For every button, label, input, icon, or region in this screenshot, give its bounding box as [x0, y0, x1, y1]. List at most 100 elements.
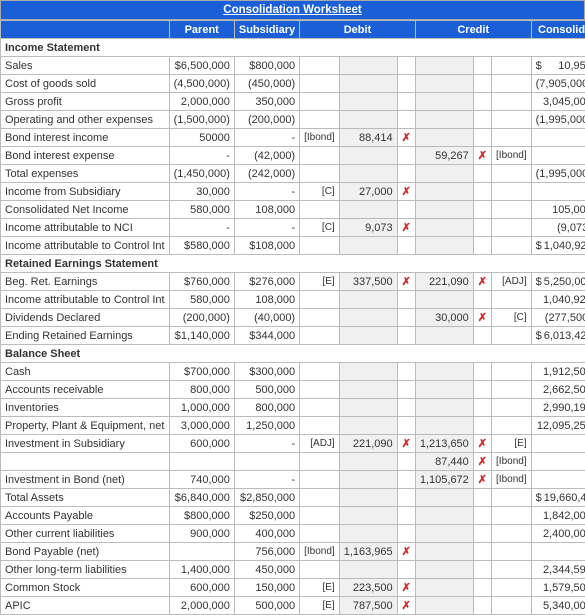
- debit-ref: [300, 471, 340, 489]
- row-label: Cash: [1, 363, 170, 381]
- credit-value[interactable]: [415, 219, 473, 237]
- credit-mark: [473, 165, 491, 183]
- debit-value[interactable]: 337,500: [339, 273, 397, 291]
- debit-mark: [397, 417, 415, 435]
- cell-parent: $6,500,000: [169, 57, 234, 75]
- debit-value[interactable]: 787,500: [339, 597, 397, 615]
- debit-value[interactable]: [339, 57, 397, 75]
- credit-value[interactable]: [415, 129, 473, 147]
- debit-value[interactable]: 88,414: [339, 129, 397, 147]
- credit-value[interactable]: [415, 489, 473, 507]
- debit-value[interactable]: [339, 363, 397, 381]
- debit-ref: [300, 381, 340, 399]
- debit-ref: [300, 489, 340, 507]
- debit-value[interactable]: [339, 147, 397, 165]
- credit-ref: [492, 399, 532, 417]
- debit-value[interactable]: [339, 399, 397, 417]
- debit-value[interactable]: [339, 381, 397, 399]
- credit-mark: [473, 183, 491, 201]
- debit-value[interactable]: [339, 453, 397, 471]
- credit-value[interactable]: [415, 597, 473, 615]
- cell-subsidiary: -: [234, 219, 299, 237]
- debit-value[interactable]: [339, 165, 397, 183]
- credit-value[interactable]: [415, 201, 473, 219]
- debit-mark: [397, 309, 415, 327]
- row-label: Income attributable to Control Int: [1, 237, 170, 255]
- credit-value[interactable]: 1,105,672: [415, 471, 473, 489]
- credit-ref: [492, 489, 532, 507]
- debit-mark: [397, 237, 415, 255]
- debit-value[interactable]: [339, 237, 397, 255]
- credit-value[interactable]: [415, 183, 473, 201]
- credit-value[interactable]: [415, 381, 473, 399]
- row-label: Investment in Subsidiary: [1, 435, 170, 453]
- debit-value[interactable]: [339, 471, 397, 489]
- credit-value[interactable]: 1,213,650: [415, 435, 473, 453]
- cell-subsidiary: 756,000: [234, 543, 299, 561]
- col-credit: Credit: [415, 21, 531, 39]
- credit-ref: [492, 57, 532, 75]
- col-parent: Parent: [169, 21, 234, 39]
- debit-value[interactable]: [339, 291, 397, 309]
- debit-ref: [300, 453, 340, 471]
- credit-value[interactable]: [415, 93, 473, 111]
- credit-value[interactable]: [415, 507, 473, 525]
- debit-value[interactable]: [339, 93, 397, 111]
- row-label: Income attributable to NCI: [1, 219, 170, 237]
- debit-mark: [397, 525, 415, 543]
- debit-value[interactable]: [339, 489, 397, 507]
- credit-value[interactable]: 59,267: [415, 147, 473, 165]
- debit-value[interactable]: [339, 507, 397, 525]
- cell-consolidated: 2,990,198: [531, 399, 585, 417]
- debit-value[interactable]: [339, 201, 397, 219]
- debit-ref: [E]: [300, 597, 340, 615]
- debit-value[interactable]: [339, 309, 397, 327]
- debit-value[interactable]: [339, 417, 397, 435]
- debit-value[interactable]: 1,163,965: [339, 543, 397, 561]
- debit-ref: [300, 75, 340, 93]
- cell-consolidated: 1,912,500: [531, 363, 585, 381]
- debit-ref: [300, 327, 340, 345]
- debit-value[interactable]: 27,000: [339, 183, 397, 201]
- debit-value[interactable]: [339, 75, 397, 93]
- debit-value[interactable]: 221,090: [339, 435, 397, 453]
- credit-value[interactable]: [415, 237, 473, 255]
- debit-value[interactable]: 223,500: [339, 579, 397, 597]
- cell-parent: (1,500,000): [169, 111, 234, 129]
- cell-consolidated: 6,013,428: [531, 327, 585, 345]
- cell-subsidiary: (450,000): [234, 75, 299, 93]
- credit-value[interactable]: 221,090: [415, 273, 473, 291]
- col-subsidiary: Subsidiary: [234, 21, 299, 39]
- credit-value[interactable]: [415, 399, 473, 417]
- cell-parent: 2,000,000: [169, 597, 234, 615]
- row-label: Income from Subsidiary: [1, 183, 170, 201]
- cell-consolidated: 2,400,000: [531, 525, 585, 543]
- debit-value[interactable]: 9,073: [339, 219, 397, 237]
- cell-consolidated: 3,045,000: [531, 93, 585, 111]
- debit-value[interactable]: [339, 525, 397, 543]
- credit-value[interactable]: 30,000: [415, 309, 473, 327]
- credit-value[interactable]: [415, 57, 473, 75]
- credit-mark: [473, 417, 491, 435]
- credit-value[interactable]: [415, 543, 473, 561]
- credit-value[interactable]: [415, 327, 473, 345]
- credit-value[interactable]: [415, 75, 473, 93]
- debit-value[interactable]: [339, 327, 397, 345]
- debit-ref: [300, 201, 340, 219]
- credit-value[interactable]: [415, 111, 473, 129]
- debit-mark: ✗: [397, 543, 415, 561]
- credit-value[interactable]: 87,440: [415, 453, 473, 471]
- cell-subsidiary: (242,000): [234, 165, 299, 183]
- credit-value[interactable]: [415, 579, 473, 597]
- cell-parent: $800,000: [169, 507, 234, 525]
- debit-value[interactable]: [339, 111, 397, 129]
- row-label: APIC: [1, 597, 170, 615]
- row-label: Operating and other expenses: [1, 111, 170, 129]
- credit-value[interactable]: [415, 291, 473, 309]
- credit-value[interactable]: [415, 417, 473, 435]
- cell-subsidiary: 108,000: [234, 201, 299, 219]
- credit-value[interactable]: [415, 525, 473, 543]
- table-header: Parent Subsidiary Debit Credit Consolida…: [1, 21, 585, 39]
- credit-value[interactable]: [415, 363, 473, 381]
- credit-value[interactable]: [415, 165, 473, 183]
